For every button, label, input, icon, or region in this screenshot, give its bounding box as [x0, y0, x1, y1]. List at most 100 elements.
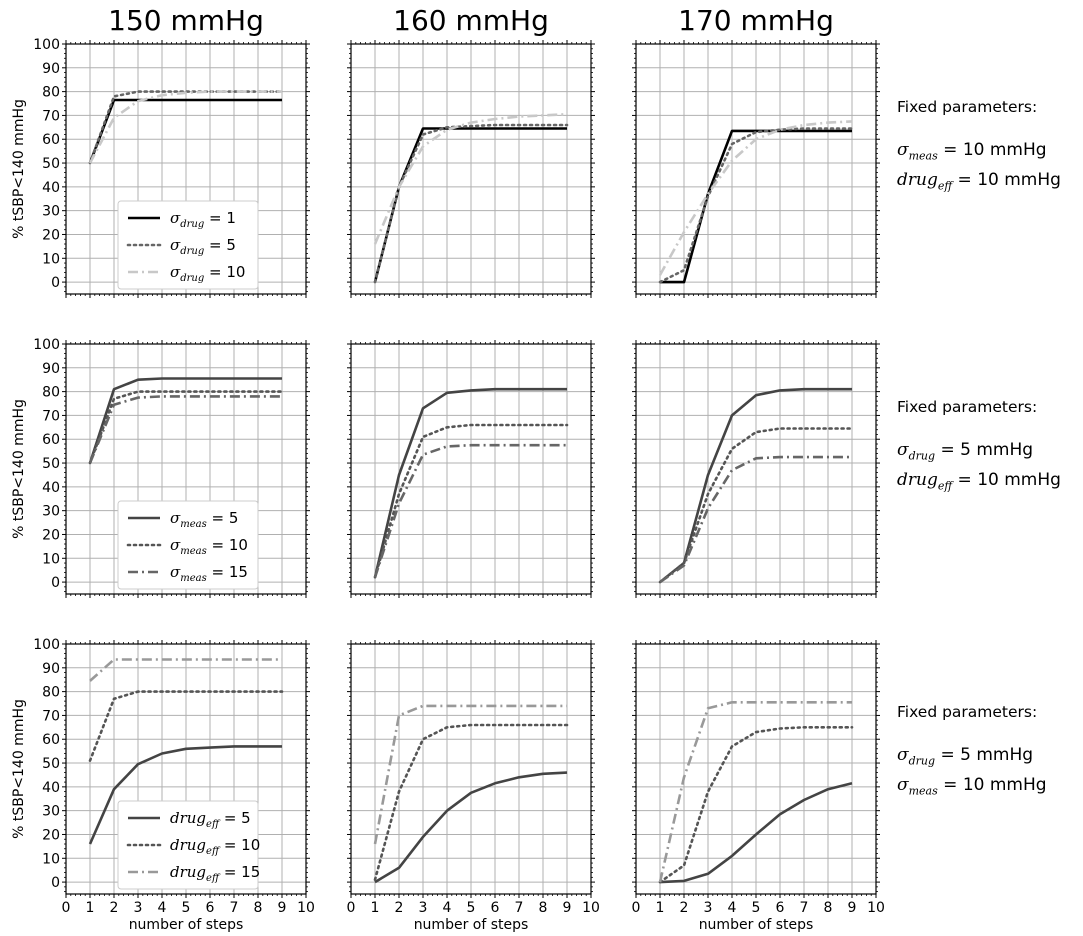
- series-line: [88, 690, 284, 763]
- y-tick-label: 50: [42, 456, 60, 472]
- x-tick-label: 10: [297, 900, 315, 916]
- y-tick-label: 90: [42, 361, 60, 377]
- x-tick-label: 7: [800, 900, 809, 916]
- x-tick-label: 4: [443, 900, 452, 916]
- y-tick-label: 20: [42, 527, 60, 543]
- fixed-param-line: σdrug = 5 mmHg: [897, 745, 1034, 768]
- legend-label: σmeas = 15: [170, 563, 248, 584]
- legend-box: [117, 500, 259, 590]
- column-title-150: 150 mmHg: [108, 4, 264, 37]
- legend-label: σdrug = 5: [170, 236, 236, 257]
- series-line: [658, 127, 854, 284]
- x-tick-label: 9: [848, 900, 857, 916]
- legend-label: σdrug = 1: [170, 209, 236, 230]
- x-axis-label: number of steps: [414, 917, 529, 933]
- y-tick-label: 50: [42, 156, 60, 172]
- series-line: [88, 395, 282, 464]
- subplot-1-1: [347, 340, 595, 598]
- series-line: [659, 455, 852, 584]
- x-tick-label: 2: [680, 900, 689, 916]
- subplot-0-1: [347, 40, 595, 298]
- y-tick-label: 60: [42, 432, 60, 448]
- series-line: [89, 658, 282, 682]
- fixed-params-heading: Fixed parameters:: [897, 703, 1038, 721]
- x-tick-label: 2: [110, 900, 119, 916]
- column-title-170: 170 mmHg: [678, 4, 834, 37]
- y-tick-label: 40: [42, 780, 60, 796]
- y-tick-label: 100: [33, 337, 60, 353]
- fixed-params-row3: Fixed parameters: σdrug = 5 mmHg σmeas =…: [897, 703, 1083, 804]
- series-line: [658, 700, 852, 883]
- fixed-params-heading: Fixed parameters:: [897, 398, 1038, 416]
- series-line: [88, 390, 284, 465]
- series-line: [658, 725, 854, 884]
- series-line: [88, 377, 282, 464]
- x-tick-label: 4: [728, 900, 737, 916]
- y-tick-label: 0: [51, 275, 60, 291]
- y-tick-label: 30: [42, 504, 60, 520]
- x-tick-label: 10: [582, 900, 600, 916]
- x-tick-label: 9: [563, 900, 572, 916]
- y-tick-label: 0: [51, 575, 60, 591]
- y-tick-label: 50: [42, 756, 60, 772]
- x-tick-label: 1: [86, 900, 95, 916]
- x-tick-label: 8: [254, 900, 263, 916]
- y-tick-label: 70: [42, 108, 60, 124]
- x-axis-label: number of steps: [129, 917, 244, 933]
- y-axis-label: % tSBP<140 mmHg: [11, 699, 27, 839]
- series-line: [373, 723, 569, 882]
- series-line: [658, 120, 853, 276]
- y-tick-label: 60: [42, 732, 60, 748]
- subplot-1-0: 0 10 20 30 40 50 60 70 80 90 100 % tSBP<140 mmHg σme…: [11, 337, 310, 598]
- y-tick-label: 90: [42, 661, 60, 677]
- x-tick-label: 7: [230, 900, 239, 916]
- series-line: [373, 112, 568, 245]
- column-title-160: 160 mmHg: [393, 4, 549, 37]
- y-tick-label: 40: [42, 180, 60, 196]
- x-tick-label: 1: [656, 900, 665, 916]
- fixed-param-line: σmeas = 10 mmHg: [897, 775, 1047, 798]
- x-tick-label: 4: [158, 900, 167, 916]
- legend-box: [117, 800, 259, 890]
- x-tick-label: 5: [467, 900, 476, 916]
- x-tick-label: 8: [539, 900, 548, 916]
- y-tick-label: 10: [42, 251, 60, 267]
- fixed-param-line: drugeff = 10 mmHg: [897, 170, 1061, 193]
- x-tick-label: 8: [824, 900, 833, 916]
- series-line: [88, 98, 282, 164]
- fixed-param-line: σmeas = 10 mmHg: [897, 140, 1047, 163]
- y-tick-label: 70: [42, 408, 60, 424]
- fixed-params-row1: Fixed parameters: σmeas = 10 mmHg drugef…: [897, 98, 1083, 199]
- y-tick-label: 30: [42, 804, 60, 820]
- x-tick-label: 6: [776, 900, 785, 916]
- fixed-params-heading: Fixed parameters:: [897, 98, 1038, 116]
- y-tick-label: 80: [42, 385, 60, 401]
- subplot-0-2: [632, 40, 880, 298]
- subplot-2-1: 0 1 2 3 4 5 6 7 8 9 10 number of steps: [347, 640, 600, 933]
- x-tick-label: 6: [491, 900, 500, 916]
- x-tick-label: 2: [395, 900, 404, 916]
- fixed-params-row2: Fixed parameters: σdrug = 5 mmHg drugeff…: [897, 398, 1083, 499]
- y-tick-label: 90: [42, 61, 60, 77]
- series-line: [373, 423, 569, 579]
- subplot-1-2: [632, 340, 880, 598]
- series-line: [659, 782, 853, 884]
- legend-label: drugeff = 15: [170, 863, 260, 884]
- subplot-2-2: 0 1 2 3 4 5 6 7 8 9 10 number of steps: [632, 640, 885, 933]
- x-tick-label: 3: [419, 900, 428, 916]
- series-line: [373, 443, 567, 578]
- y-axis-label: % tSBP<140 mmHg: [11, 399, 27, 539]
- series-line: [373, 123, 569, 284]
- series-line: [88, 745, 282, 845]
- legend-label: σmeas = 10: [170, 536, 248, 557]
- y-tick-label: 20: [42, 227, 60, 243]
- legend-box: [117, 200, 259, 290]
- x-tick-label: 5: [182, 900, 191, 916]
- x-tick-label: 3: [134, 900, 143, 916]
- y-tick-label: 100: [33, 37, 60, 53]
- y-tick-label: 40: [42, 480, 60, 496]
- series-line: [660, 129, 852, 284]
- y-tick-label: 30: [42, 204, 60, 220]
